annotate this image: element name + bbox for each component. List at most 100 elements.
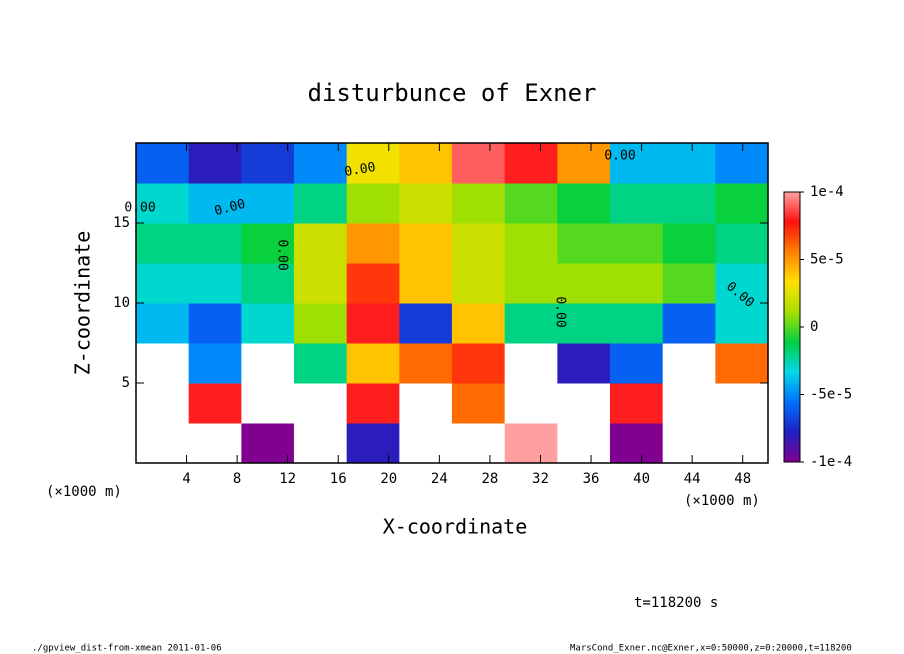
heat-cell bbox=[188, 183, 242, 224]
heat-cell bbox=[504, 143, 558, 184]
heat-cell bbox=[293, 423, 348, 464]
heat-cell bbox=[346, 423, 400, 464]
footer: MarsCond_Exner.nc@Exner,x=0:50000,z=0:20… bbox=[570, 644, 852, 654]
heat-cell bbox=[135, 223, 190, 264]
heat-cell bbox=[715, 303, 769, 344]
heat-cell bbox=[346, 343, 400, 384]
heat-cell bbox=[662, 143, 716, 184]
heat-cell bbox=[241, 303, 295, 344]
x-tick-label: 40 bbox=[633, 471, 650, 487]
heat-cell bbox=[662, 343, 716, 384]
heat-cell bbox=[609, 223, 664, 264]
y-tick-label: 5 bbox=[122, 375, 130, 391]
heat-cell bbox=[346, 383, 400, 424]
contour-label: 0.00 bbox=[553, 296, 568, 327]
heat-cell bbox=[241, 343, 295, 384]
contour-label: 0.00 bbox=[124, 201, 155, 216]
heat-cell bbox=[715, 143, 769, 184]
heat-cell bbox=[557, 263, 611, 304]
heat-cell bbox=[293, 263, 348, 304]
heat-cell bbox=[188, 423, 242, 464]
heat-cell bbox=[715, 343, 769, 384]
heat-cell bbox=[241, 263, 295, 304]
heat-cell bbox=[504, 223, 558, 264]
heat-cell bbox=[293, 343, 348, 384]
heat-cell bbox=[399, 303, 453, 344]
x-tick-label: 20 bbox=[380, 471, 397, 487]
y-axis-label: Z-coordinate bbox=[71, 231, 95, 376]
heat-cell bbox=[662, 183, 716, 224]
heat-cell bbox=[135, 183, 190, 224]
colorbar bbox=[783, 191, 801, 463]
colorbar-tick-label: 0 bbox=[810, 319, 818, 335]
heat-cell bbox=[188, 263, 242, 304]
heat-cell bbox=[609, 183, 664, 224]
heat-cell bbox=[609, 343, 664, 384]
heat-cell bbox=[399, 223, 453, 264]
heat-cell bbox=[188, 303, 242, 344]
heat-cell bbox=[293, 383, 348, 424]
heat-cell bbox=[135, 383, 190, 424]
heat-cell bbox=[504, 383, 558, 424]
heat-cell bbox=[715, 383, 769, 424]
heat-cell bbox=[399, 143, 453, 184]
heat-cell bbox=[557, 223, 611, 264]
colorbar-tick-label: 5e-5 bbox=[810, 252, 844, 268]
heat-cell bbox=[135, 343, 190, 384]
x-tick-label: 16 bbox=[330, 471, 347, 487]
heat-cell bbox=[715, 263, 769, 304]
heat-cell bbox=[557, 423, 611, 464]
heat-cell bbox=[451, 423, 506, 464]
heat-cell bbox=[451, 343, 506, 384]
heat-cell bbox=[293, 303, 348, 344]
heat-cell bbox=[346, 223, 400, 264]
time-label: t=118200 s bbox=[634, 595, 718, 611]
heat-cell bbox=[662, 303, 716, 344]
y-tick-label: 15 bbox=[113, 215, 130, 231]
x-tick-label: 44 bbox=[684, 471, 701, 487]
x-tick-label: 36 bbox=[583, 471, 600, 487]
x-tick-label: 12 bbox=[279, 471, 296, 487]
heat-cell bbox=[609, 423, 664, 464]
heat-cell bbox=[188, 383, 242, 424]
heat-cell bbox=[609, 263, 664, 304]
heat-cell bbox=[399, 423, 453, 464]
x-unit: (×1000 m) bbox=[684, 493, 760, 509]
heat-cell bbox=[662, 263, 716, 304]
contour-label: 0.00 bbox=[275, 239, 290, 270]
colorbar-tick-label: 1e-4 bbox=[810, 184, 844, 200]
heat-cell bbox=[662, 223, 716, 264]
heat-cell bbox=[504, 263, 558, 304]
x-tick-label: 24 bbox=[431, 471, 448, 487]
heat-cell bbox=[715, 223, 769, 264]
heat-cell bbox=[346, 263, 400, 304]
heat-cell bbox=[293, 143, 348, 184]
heat-cell bbox=[241, 183, 295, 224]
chart-title: disturbunce of Exner bbox=[308, 79, 597, 107]
heat-cell bbox=[451, 263, 506, 304]
heat-cell bbox=[135, 423, 190, 464]
heat-cell bbox=[451, 223, 506, 264]
heat-cell bbox=[241, 143, 295, 184]
heat-cell bbox=[715, 183, 769, 224]
contour-label: 0.00 bbox=[604, 149, 635, 164]
heat-cell bbox=[135, 263, 190, 304]
heat-cell bbox=[451, 143, 506, 184]
heat-cell bbox=[188, 223, 242, 264]
heat-cell bbox=[504, 303, 558, 344]
heat-cell bbox=[188, 143, 242, 184]
y-tick-label: 10 bbox=[113, 295, 130, 311]
heat-cell bbox=[241, 383, 295, 424]
heat-cell bbox=[241, 223, 295, 264]
x-axis-label: X-coordinate bbox=[383, 515, 528, 539]
heat-cell bbox=[399, 383, 453, 424]
colorbar-tick-label: -5e-5 bbox=[810, 387, 852, 403]
heat-cell bbox=[557, 183, 611, 224]
heat-cell bbox=[504, 343, 558, 384]
heat-cell bbox=[557, 143, 611, 184]
contour-label: 0.00 bbox=[343, 160, 376, 180]
heat-cell bbox=[135, 303, 190, 344]
heat-cell bbox=[504, 423, 558, 464]
heat-cell bbox=[451, 383, 506, 424]
